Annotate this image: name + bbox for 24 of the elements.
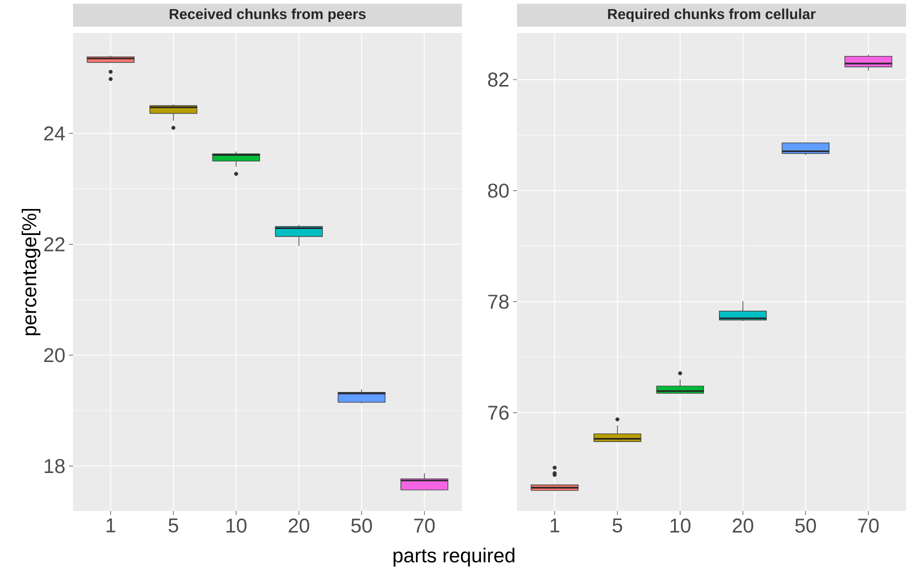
y-tick-label: 80: [488, 184, 509, 198]
y-tick-label: 76: [488, 406, 509, 420]
x-tick-label: 5: [612, 518, 622, 532]
chart-title: Received chunks from peers: [170, 8, 366, 22]
x-tick-label: 10: [226, 518, 246, 533]
x-tick-label: 70: [858, 518, 879, 533]
y-tick-label: 24: [44, 126, 65, 140]
x-tick-label: 20: [732, 518, 754, 533]
x-axis-title: parts required: [394, 548, 514, 566]
chart-title: Required chunks from cellular: [608, 8, 816, 22]
x-tick-label: 70: [414, 518, 435, 533]
y-tick-label: 78: [488, 294, 509, 309]
y-tick-label: 18: [44, 458, 65, 474]
x-tick-label: 50: [351, 518, 372, 533]
y-tick-label: 82: [488, 72, 508, 87]
y-tick-label: 20: [44, 348, 65, 362]
x-tick-label: 10: [670, 518, 690, 533]
x-tick-label: 1: [550, 518, 560, 532]
x-tick-label: 50: [795, 518, 816, 533]
y-tick-label: 22: [44, 237, 64, 252]
y-axis-title: percentage[%]: [22, 208, 40, 336]
x-tick-label: 5: [168, 518, 178, 532]
x-tick-label: 20: [288, 518, 310, 533]
x-tick-label: 1: [106, 518, 116, 532]
